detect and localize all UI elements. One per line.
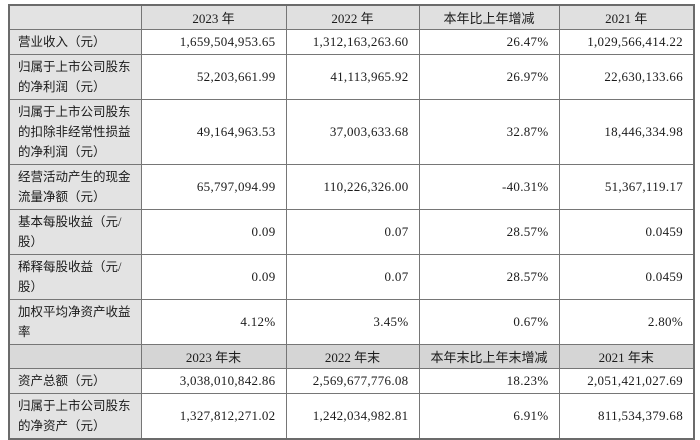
financial-summary-page: 2023 年 2022 年 本年比上年增减 2021 年 营业收入（元） 1,6… [8,4,695,440]
header-row-annual: 2023 年 2022 年 本年比上年增减 2021 年 [8,4,695,30]
value-cell: 0.07 [285,254,420,300]
table-row-net-assets: 归属于上市公司股东的净资产（元） 1,327,812,271.02 1,242,… [8,393,695,440]
value-cell: 3.45% [285,299,420,345]
value-cell: 0.09 [140,254,287,300]
row-label: 归属于上市公司股东的扣除非经常性损益的净利润（元） [8,99,142,165]
value-cell: 1,029,566,414.22 [558,29,695,55]
row-label: 归属于上市公司股东的净利润（元） [8,54,142,100]
column-header-yoy-change: 本年比上年增减 [418,4,560,30]
value-cell: 2,051,421,027.69 [558,368,695,394]
value-cell: 1,242,034,982.81 [285,393,420,440]
value-cell: 0.0459 [558,209,695,255]
column-header-2021-year-end: 2021 年末 [558,344,695,369]
table-row-weighted-avg-roe: 加权平均净资产收益率 4.12% 3.45% 0.67% 2.80% [8,299,695,345]
value-cell: 3,038,010,842.86 [140,368,287,394]
value-cell: 0.0459 [558,254,695,300]
column-header-2021: 2021 年 [558,4,695,30]
value-cell: 2.80% [558,299,695,345]
column-header-2023-year-end: 2023 年末 [140,344,287,369]
row-label: 营业收入（元） [8,29,142,55]
financial-summary-table: 2023 年 2022 年 本年比上年增减 2021 年 营业收入（元） 1,6… [8,4,695,440]
corner-cell [8,344,142,369]
value-cell: 1,312,163,263.60 [285,29,420,55]
value-cell: 18,446,334.98 [558,99,695,165]
value-cell: 49,164,963.53 [140,99,287,165]
table-row-revenue: 营业收入（元） 1,659,504,953.65 1,312,163,263.6… [8,29,695,55]
value-cell: 32.87% [418,99,560,165]
column-header-2022: 2022 年 [285,4,420,30]
value-cell: 26.97% [418,54,560,100]
value-cell: 1,327,812,271.02 [140,393,287,440]
value-cell: 2,569,677,776.08 [285,368,420,394]
row-label: 加权平均净资产收益率 [8,299,142,345]
value-cell: -40.31% [418,164,560,210]
table-row-basic-eps: 基本每股收益（元/股） 0.09 0.07 28.57% 0.0459 [8,209,695,255]
column-header-year-end-change: 本年末比上年末增减 [418,344,560,369]
value-cell: 51,367,119.17 [558,164,695,210]
table-row-net-profit: 归属于上市公司股东的净利润（元） 52,203,661.99 41,113,96… [8,54,695,100]
corner-cell [8,4,142,30]
value-cell: 37,003,633.68 [285,99,420,165]
value-cell: 52,203,661.99 [140,54,287,100]
value-cell: 110,226,326.00 [285,164,420,210]
column-header-2022-year-end: 2022 年末 [285,344,420,369]
value-cell: 65,797,094.99 [140,164,287,210]
value-cell: 28.57% [418,209,560,255]
column-header-2023: 2023 年 [140,4,287,30]
value-cell: 1,659,504,953.65 [140,29,287,55]
row-label: 资产总额（元） [8,368,142,394]
header-row-year-end: 2023 年末 2022 年末 本年末比上年末增减 2021 年末 [8,344,695,369]
table-row-net-profit-excl-nonrecurring: 归属于上市公司股东的扣除非经常性损益的净利润（元） 49,164,963.53 … [8,99,695,165]
table-row-diluted-eps: 稀释每股收益（元/股） 0.09 0.07 28.57% 0.0459 [8,254,695,300]
value-cell: 0.67% [418,299,560,345]
value-cell: 6.91% [418,393,560,440]
value-cell: 18.23% [418,368,560,394]
table-row-total-assets: 资产总额（元） 3,038,010,842.86 2,569,677,776.0… [8,368,695,394]
row-label: 经营活动产生的现金流量净额（元） [8,164,142,210]
table-row-operating-cash-flow: 经营活动产生的现金流量净额（元） 65,797,094.99 110,226,3… [8,164,695,210]
value-cell: 22,630,133.66 [558,54,695,100]
value-cell: 28.57% [418,254,560,300]
value-cell: 26.47% [418,29,560,55]
value-cell: 41,113,965.92 [285,54,420,100]
row-label: 归属于上市公司股东的净资产（元） [8,393,142,440]
value-cell: 0.09 [140,209,287,255]
value-cell: 4.12% [140,299,287,345]
row-label: 基本每股收益（元/股） [8,209,142,255]
value-cell: 0.07 [285,209,420,255]
row-label: 稀释每股收益（元/股） [8,254,142,300]
value-cell: 811,534,379.68 [558,393,695,440]
